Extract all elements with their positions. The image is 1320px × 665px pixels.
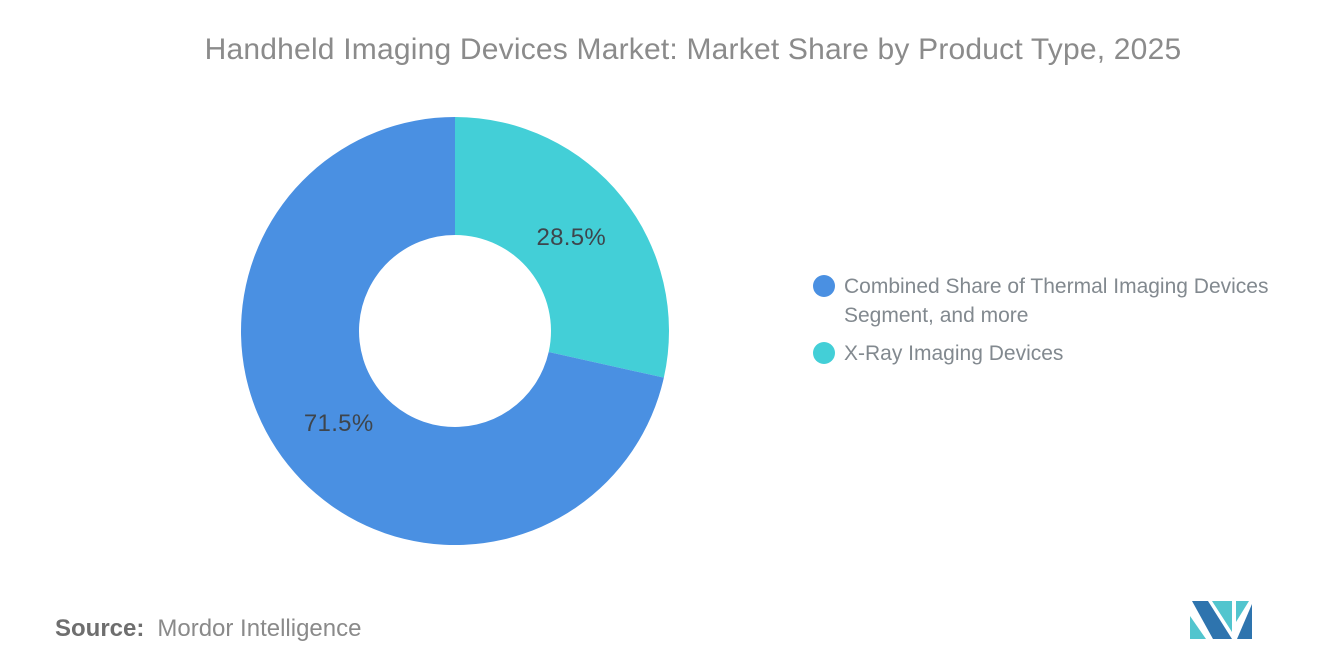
source-label: Source: — [55, 615, 145, 642]
mordor-intelligence-logo — [1190, 601, 1252, 639]
legend-item-thermal[interactable]: Combined Share of Thermal Imaging Device… — [813, 272, 1314, 330]
legend-label-thermal: Combined Share of Thermal Imaging Device… — [844, 275, 1269, 327]
slice-value-label-1: 71.5% — [303, 410, 374, 438]
logo-shape-teal-top-right — [1212, 601, 1232, 632]
pie-slice-1[interactable] — [241, 117, 664, 545]
logo-shape-blue-right — [1237, 604, 1252, 639]
legend-swatch-thermal — [813, 275, 835, 297]
pie-slice-0[interactable] — [455, 117, 670, 378]
logo-shape-blue-band — [1192, 601, 1232, 639]
legend: Combined Share of Thermal Imaging Device… — [813, 272, 1314, 368]
source: Source: Mordor Intelligence — [55, 615, 361, 643]
source-value: Mordor Intelligence — [157, 615, 362, 642]
legend-item-xray[interactable]: X-Ray Imaging Devices — [813, 339, 1314, 368]
legend-label-xray: X-Ray Imaging Devices — [844, 342, 1064, 365]
legend-swatch-xray — [813, 342, 835, 364]
logo-shape-teal-bottom-left — [1190, 616, 1206, 639]
slice-value-label-0: 28.5% — [536, 223, 607, 251]
chart-title: Handheld Imaging Devices Market: Market … — [204, 33, 1182, 66]
logo-shape-teal-right — [1236, 601, 1249, 622]
